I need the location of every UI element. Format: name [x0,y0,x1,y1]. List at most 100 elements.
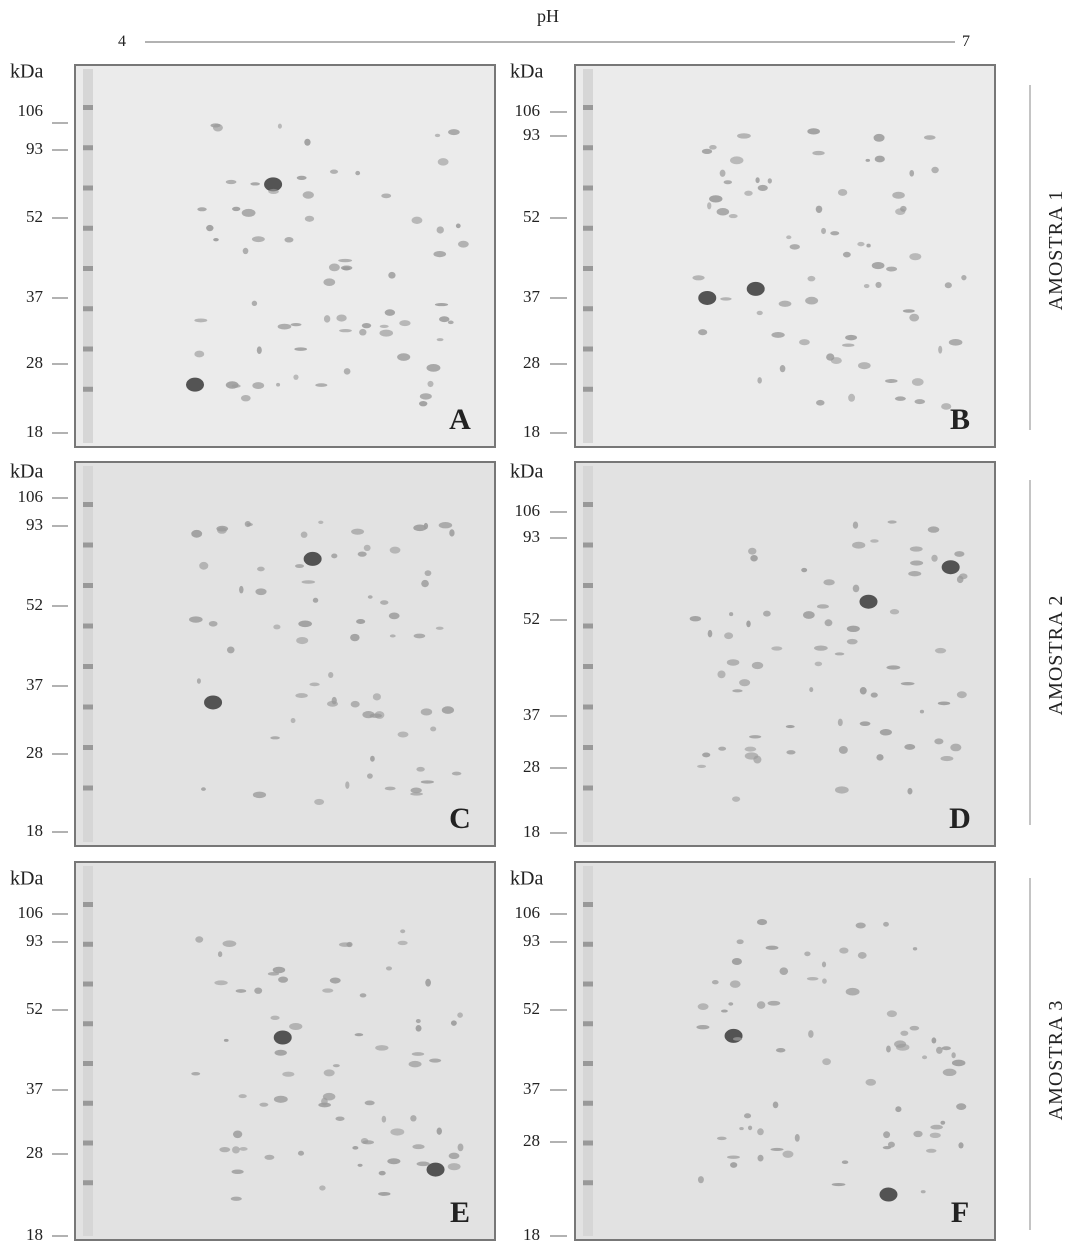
protein-spot [724,1028,743,1043]
protein-spot [729,980,741,988]
protein-spot [201,787,206,791]
protein-spot [726,1155,740,1159]
protein-spot [329,169,339,174]
protein-spot [913,1130,923,1138]
protein-spot [887,1141,895,1148]
protein-spot [362,1140,375,1145]
protein-spot [931,1037,937,1044]
protein-spot [842,343,855,347]
protein-spot [859,687,867,695]
protein-spot [807,128,820,135]
marker-label: 18 [523,422,540,441]
protein-spot [865,1078,877,1086]
protein-spot [731,957,742,965]
protein-spot [412,1144,425,1150]
protein-spot [357,551,367,557]
protein-spot [277,123,282,129]
protein-spot [290,322,302,327]
protein-spot [294,347,308,351]
marker-band [83,981,93,987]
protein-spot [222,940,237,947]
protein-spot [728,214,738,219]
marker-band [83,386,93,392]
protein-spot [435,626,444,630]
protein-spot [408,1060,422,1068]
marker-label: 52 [523,609,540,628]
protein-spot [322,1092,336,1101]
marker-label: 37 [26,287,44,306]
protein-spot [757,1128,764,1136]
protein-spot [230,1196,242,1201]
marker-band [83,1061,93,1066]
protein-spot [195,936,204,943]
protein-spot [698,290,717,305]
protein-spot [807,275,816,282]
marker-band [583,346,593,352]
protein-spot [751,661,764,670]
protein-spot [771,331,785,338]
marker-band [583,664,593,669]
protein-spot [366,773,373,779]
protein-spot [852,521,859,529]
protein-spot [765,945,779,950]
protein-spot [429,1058,442,1063]
protein-spot [204,695,223,710]
protein-spot [914,399,926,405]
protein-spot [415,1025,422,1032]
protein-spot [214,980,228,986]
protein-spot [413,524,427,532]
protein-spot [457,1012,463,1018]
marker-band [83,542,93,548]
marker-band [83,105,93,110]
protein-spot [821,961,827,968]
protein-spot [397,940,408,946]
protein-spot [812,150,825,156]
protein-spot [252,382,265,389]
protein-spot [323,278,336,287]
protein-spot [902,309,915,313]
marker-band [83,1021,93,1027]
protein-spot [756,310,763,316]
protein-spot [886,665,901,670]
marker-label: 106 [18,101,44,120]
protein-spot [232,206,241,212]
protein-spot [822,1058,831,1066]
protein-spot [842,251,851,258]
protein-spot [457,240,469,248]
gel [574,461,996,847]
protein-spot [336,314,347,322]
protein-spot [702,752,711,758]
protein-spot [834,652,845,656]
marker-label: 52 [26,595,43,614]
protein-spot [736,939,744,945]
marker-lane [83,466,93,842]
protein-spot [411,1052,425,1056]
protein-spot [296,175,307,180]
protein-spot [282,1071,295,1077]
protein-spot [747,1125,753,1131]
protein-spot [732,796,741,802]
marker-band [583,1021,593,1027]
protein-spot [277,323,292,330]
marker-band [83,266,93,271]
protein-spot [815,205,823,213]
marker-label: 93 [523,931,540,950]
protein-spot [450,1020,457,1026]
sample-label: AMOSTRA 2 [1045,595,1067,716]
protein-spot [831,1182,846,1187]
protein-spot [191,1071,201,1076]
protein-spot [319,1185,326,1191]
protein-spot [362,711,375,719]
protein-spot [448,129,460,136]
protein-spot [873,133,885,142]
protein-spot [879,1187,898,1202]
protein-spot [837,718,843,727]
protein-spot [384,309,396,316]
protein-spot [729,156,744,165]
protein-spot [718,746,727,751]
protein-spot [845,987,860,996]
protein-spot [729,612,734,617]
protein-spot [709,144,717,150]
protein-spot [859,594,878,609]
protein-spot [430,726,437,732]
